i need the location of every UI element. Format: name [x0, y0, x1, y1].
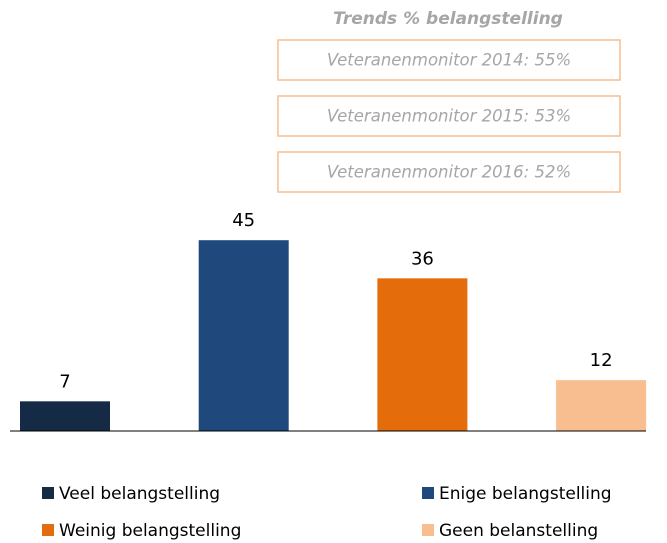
data-label: 36: [411, 248, 434, 269]
data-label: 45: [232, 210, 255, 231]
bar: [377, 278, 468, 431]
annotation-box: [277, 151, 621, 193]
annotation: Veteranenmonitor 2015: 53%: [327, 107, 571, 126]
legend-swatch: [422, 487, 434, 499]
legend-swatch: [42, 524, 54, 536]
annotation: Veteranenmonitor 2014: 55%: [327, 51, 571, 70]
annotation-box: [277, 39, 621, 81]
legend-label: Weinig belangstelling: [59, 521, 241, 541]
bar: [198, 240, 289, 431]
bar: [556, 380, 647, 431]
legend-swatch: [42, 487, 54, 499]
bar: [20, 401, 110, 431]
chart-title: Trends % belangstelling: [333, 9, 563, 29]
data-label: 12: [590, 350, 613, 371]
annotation: Veteranenmonitor 2016: 52%: [327, 163, 571, 182]
annotation-box: [277, 95, 621, 137]
legend-swatch: [422, 524, 434, 536]
legend-label: Geen belanstelling: [439, 521, 598, 541]
legend-label: Veel belangstelling: [59, 484, 220, 504]
data-label: 7: [59, 371, 70, 392]
legend-label: Enige belangstelling: [439, 484, 612, 504]
